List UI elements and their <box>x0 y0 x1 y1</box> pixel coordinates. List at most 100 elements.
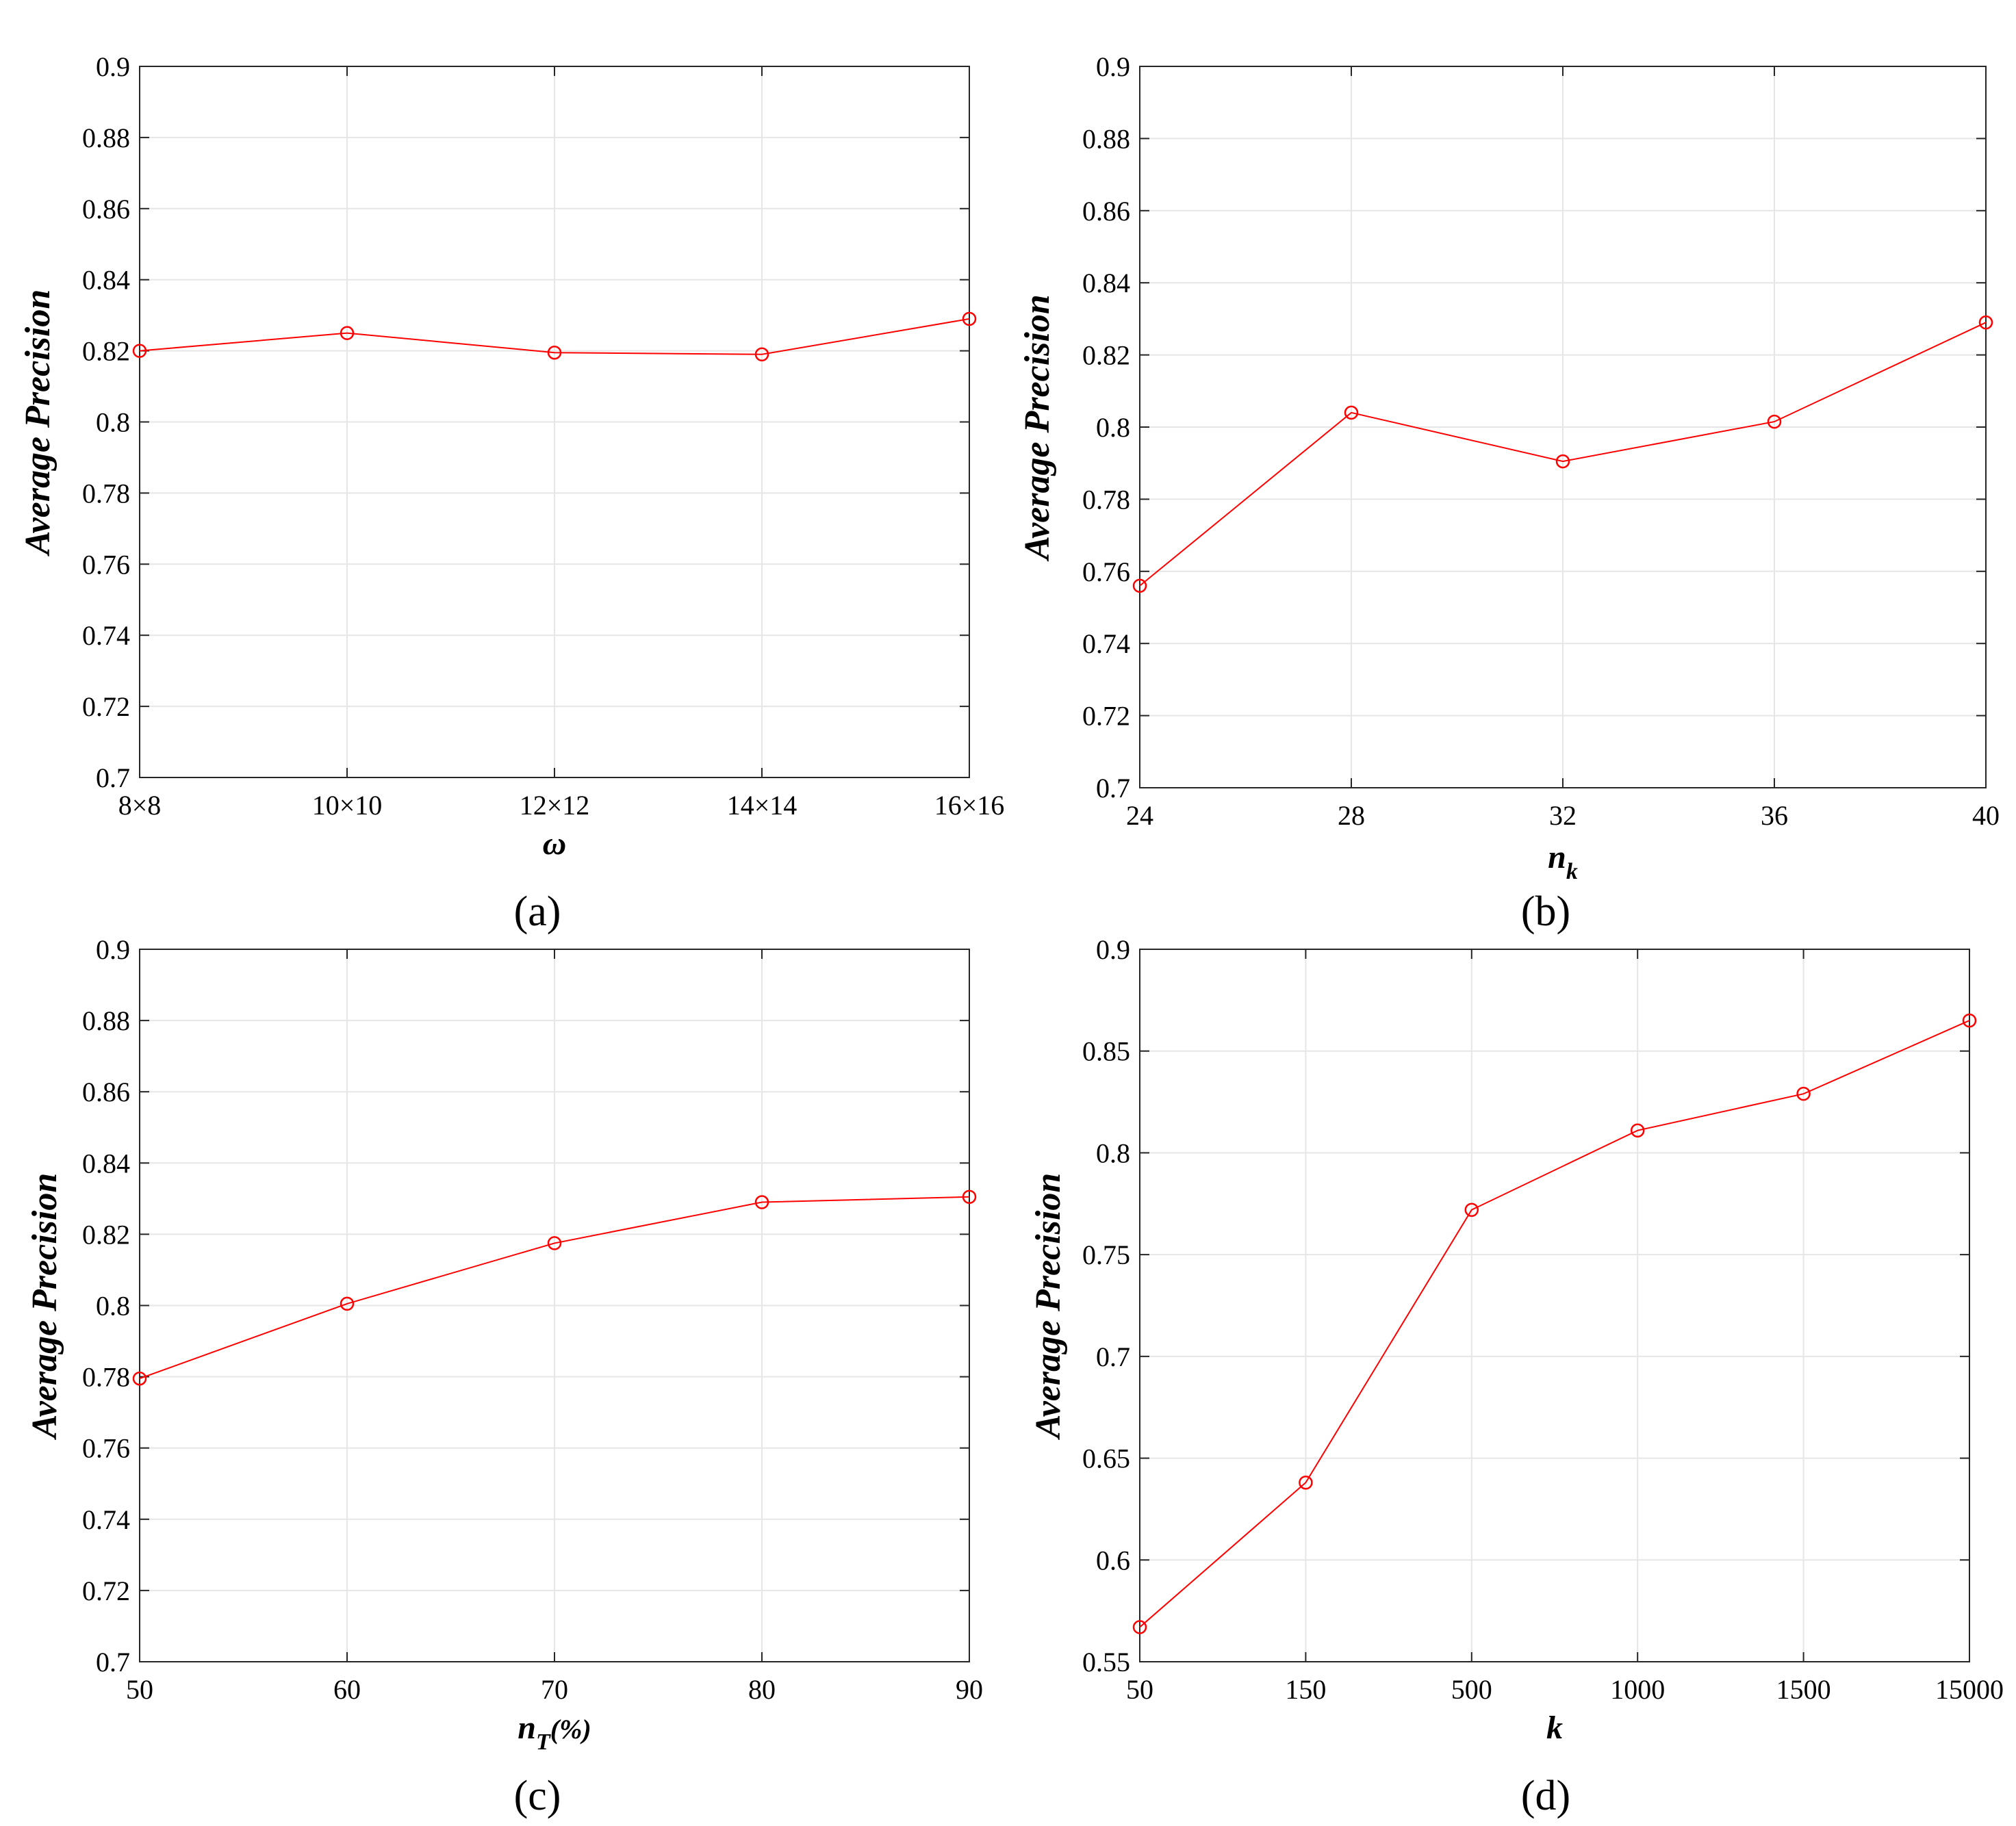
y-tick-label: 0.86 <box>82 1077 130 1107</box>
y-tick-label: 0.82 <box>82 1219 130 1250</box>
y-tick-label: 0.74 <box>1082 628 1130 659</box>
y-tick-label: 0.88 <box>82 123 130 153</box>
axes-box <box>1139 949 1970 1662</box>
x-axis-label-main: k <box>1546 1710 1563 1746</box>
x-axis-label-main: ω <box>543 825 567 862</box>
y-tick-label: 0.9 <box>1096 51 1130 82</box>
data-point <box>340 326 355 340</box>
series-line <box>1139 322 1987 587</box>
x-axis-label: ω <box>543 825 567 862</box>
y-tick-label: 0.9 <box>96 51 130 82</box>
x-tick-label: 15000 <box>1935 1674 2004 1705</box>
data-point <box>962 1190 977 1204</box>
y-tick-label: 0.6 <box>1096 1545 1130 1576</box>
data-point <box>1555 454 1570 469</box>
y-tick-label: 0.84 <box>1082 268 1130 298</box>
x-tick-label: 50 <box>1126 1674 1153 1705</box>
chart-panel-b: 0.7 0.72 0.74 0.76 0.78 0.8 0.82 0.84 0.86 0.88 0.… <box>1018 51 2000 935</box>
y-tick-label: 0.8 <box>96 407 130 438</box>
panel-caption: (b) <box>1521 888 1570 935</box>
y-tick-label: 0.74 <box>82 620 130 651</box>
x-axis-label: k <box>1546 1710 1563 1746</box>
chart-panel-d: 0.55 0.6 0.65 0.7 0.75 0.8 0.85 0.9 50 150 500 1000… <box>1029 934 2004 1819</box>
y-tick-label: 0.7 <box>96 1647 130 1677</box>
series-line <box>1139 1020 1970 1628</box>
y-tick-label: 0.76 <box>1082 556 1130 587</box>
y-tick-label: 0.55 <box>1082 1647 1130 1677</box>
x-tick-label: 150 <box>1285 1674 1326 1705</box>
data-point <box>547 345 562 360</box>
x-tick-label: 1500 <box>1776 1674 1831 1705</box>
data-point <box>1464 1203 1479 1217</box>
x-tick-label: 500 <box>1451 1674 1492 1705</box>
x-axis-label: nT(%) <box>518 1710 591 1755</box>
y-axis-label: Average Precision <box>1018 294 1057 562</box>
panel-caption: (d) <box>1521 1773 1570 1819</box>
x-tick-label: 70 <box>541 1674 568 1705</box>
x-axis-label-suffix: (%) <box>550 1714 591 1745</box>
panel-caption: (c) <box>514 1773 561 1819</box>
x-axis-label-main: n <box>518 1710 536 1746</box>
x-axis-label: nk <box>1548 839 1578 884</box>
data-point <box>754 347 769 362</box>
x-tick-label: 28 <box>1338 800 1365 831</box>
y-tick-label: 0.84 <box>82 265 130 296</box>
y-tick-label: 0.75 <box>1082 1239 1130 1270</box>
y-axis-label: Average Precision <box>1029 1173 1068 1441</box>
x-tick-label: 90 <box>956 1674 983 1705</box>
data-point <box>1962 1013 1977 1028</box>
y-tick-label: 0.72 <box>82 691 130 722</box>
data-point <box>1132 1620 1147 1634</box>
y-tick-label: 0.88 <box>1082 123 1130 154</box>
x-tick-label: 12×12 <box>520 790 590 821</box>
y-tick-label: 0.9 <box>1096 934 1130 965</box>
y-tick-label: 0.65 <box>1082 1443 1130 1474</box>
y-tick-label: 0.7 <box>1096 773 1130 803</box>
y-tick-label: 0.76 <box>82 1433 130 1464</box>
y-tick-label: 0.8 <box>96 1291 130 1322</box>
x-tick-label: 36 <box>1761 800 1788 831</box>
y-tick-label: 0.74 <box>82 1504 130 1535</box>
y-tick-label: 0.72 <box>82 1576 130 1606</box>
x-axis-label-main: n <box>1548 839 1566 875</box>
chart-panel-a: 0.7 0.72 0.74 0.76 0.78 0.8 0.82 0.84 0.86 0.88 0.… <box>18 51 1004 935</box>
y-tick-label: 0.8 <box>1096 412 1130 443</box>
data-point <box>1978 315 1993 330</box>
y-tick-label: 0.76 <box>82 549 130 580</box>
y-axis-label: Average Precision <box>25 1173 64 1441</box>
y-tick-label: 0.82 <box>82 336 130 367</box>
x-axis-label-subscript: k <box>1566 859 1578 884</box>
y-tick-label: 0.86 <box>82 194 130 224</box>
y-tick-label: 0.7 <box>1096 1341 1130 1372</box>
data-point <box>1344 405 1359 420</box>
y-tick-label: 0.86 <box>1082 196 1130 227</box>
y-tick-label: 0.8 <box>1096 1137 1130 1168</box>
x-tick-label: 32 <box>1549 800 1577 831</box>
panel-caption: (a) <box>514 888 561 935</box>
x-tick-label: 24 <box>1126 800 1153 831</box>
x-tick-label: 1000 <box>1610 1674 1665 1705</box>
y-tick-label: 0.78 <box>82 478 130 509</box>
x-tick-label: 80 <box>748 1674 776 1705</box>
data-point <box>1796 1086 1811 1101</box>
data-point <box>1299 1476 1313 1490</box>
y-tick-label: 0.85 <box>1082 1036 1130 1067</box>
chart-panel-c: 0.7 0.72 0.74 0.76 0.78 0.8 0.82 0.84 0.86 0.88 0.… <box>25 934 983 1819</box>
data-point <box>1132 578 1147 593</box>
data-point <box>340 1296 355 1311</box>
x-tick-label: 60 <box>333 1674 361 1705</box>
data-point <box>1630 1123 1645 1137</box>
y-tick-label: 0.78 <box>82 1362 130 1393</box>
x-tick-label: 16×16 <box>934 790 1005 821</box>
data-point <box>547 1236 562 1250</box>
data-point <box>962 311 977 326</box>
y-tick-label: 0.9 <box>96 934 130 965</box>
y-tick-label: 0.72 <box>1082 701 1130 732</box>
y-axis-label: Average Precision <box>18 290 58 557</box>
x-tick-label: 50 <box>126 1674 153 1705</box>
series-line <box>139 318 970 355</box>
y-tick-label: 0.84 <box>82 1148 130 1179</box>
y-tick-label: 0.82 <box>1082 340 1130 371</box>
data-point <box>132 1371 147 1386</box>
